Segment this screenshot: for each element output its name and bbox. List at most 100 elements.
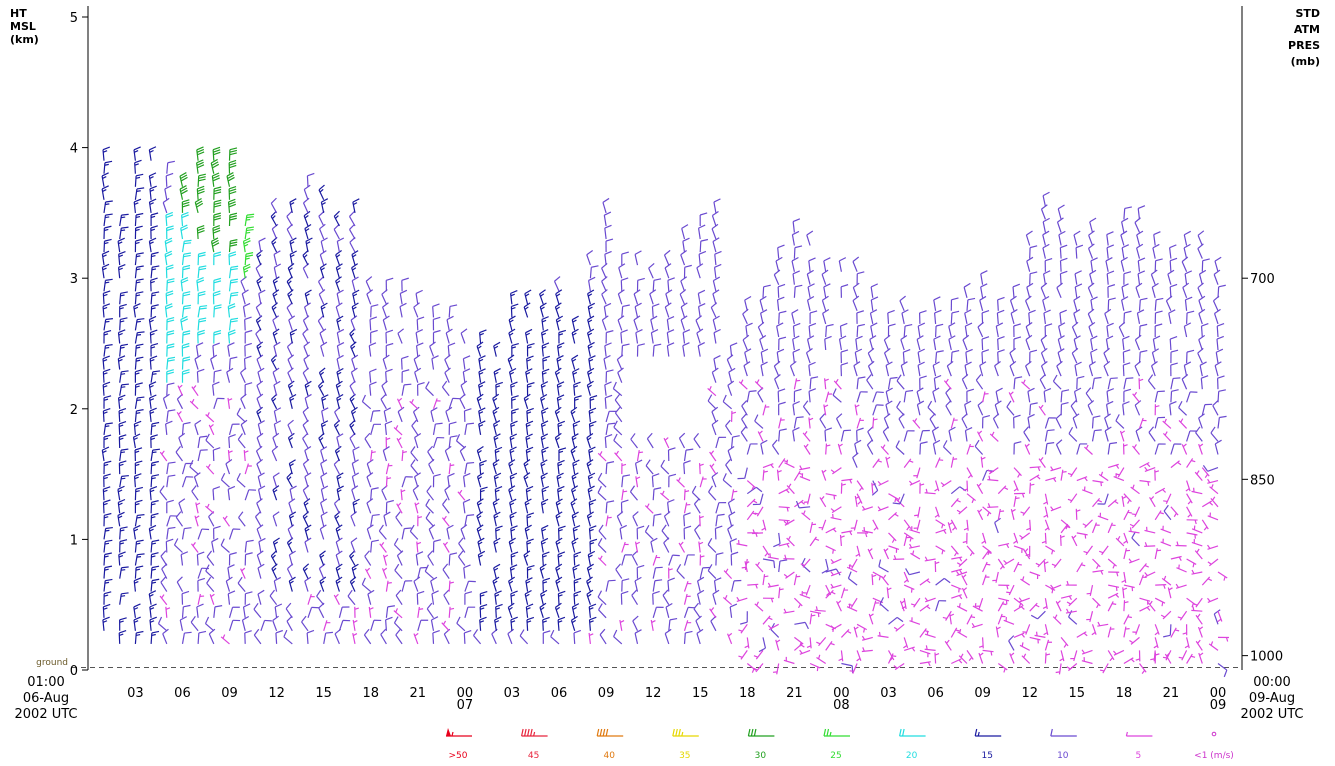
barb-full — [510, 381, 518, 386]
barb-staff — [825, 391, 830, 403]
barb-staff — [211, 175, 215, 187]
wind-barb — [680, 276, 688, 292]
barb-full — [871, 490, 879, 496]
barb-full — [807, 296, 815, 301]
barb-full — [412, 485, 420, 491]
wind-barb — [621, 489, 628, 501]
barb-staff — [762, 469, 765, 481]
wind-barb — [711, 419, 719, 436]
barb-staff — [227, 345, 231, 357]
barb-full — [711, 419, 719, 426]
barb-staff — [302, 489, 309, 501]
wind-barb — [149, 486, 158, 501]
wind-barb — [401, 580, 413, 592]
barb-staff — [854, 352, 858, 364]
barb-half — [646, 503, 650, 508]
wind-barb — [302, 406, 309, 423]
wind-barb — [740, 426, 748, 442]
wind-barb — [118, 407, 127, 422]
wind-barb — [460, 328, 468, 344]
barb-staff — [274, 606, 278, 618]
barb-staff — [255, 307, 262, 318]
barb-full — [196, 277, 204, 281]
wind-barb — [601, 276, 608, 292]
wind-barb — [754, 506, 764, 517]
barb-full — [304, 576, 312, 582]
wind-barb — [118, 434, 127, 449]
barb-staff — [368, 345, 372, 357]
barb-staff — [799, 506, 811, 509]
barb-full — [556, 472, 564, 477]
wind-barb — [413, 576, 421, 592]
wind-barb — [757, 321, 765, 338]
barb-full — [711, 223, 719, 230]
wind-barb — [774, 374, 781, 390]
barb-staff — [165, 423, 168, 435]
wind-barb — [335, 537, 343, 553]
x-tick-label: 21 — [1163, 686, 1180, 701]
barb-full — [212, 224, 220, 229]
wind-barb — [444, 367, 451, 383]
barb-full — [806, 230, 814, 236]
barb-full — [621, 578, 630, 582]
barb-half — [136, 255, 141, 258]
barb-staff — [631, 555, 639, 566]
barb-staff — [271, 568, 278, 579]
wind-barb — [697, 589, 705, 605]
barb-half — [731, 411, 737, 414]
wind-barb — [882, 426, 890, 442]
wind-barb — [424, 564, 434, 580]
barb-full — [320, 341, 328, 347]
wind-barb — [888, 511, 899, 521]
barb-staff — [442, 504, 450, 514]
barb-full — [667, 499, 675, 503]
wind-barb — [442, 498, 450, 514]
barb-staff — [444, 372, 450, 383]
wind-barb — [227, 485, 236, 501]
wind-barb — [335, 250, 342, 266]
barb-half — [830, 508, 835, 512]
barb-full — [614, 393, 621, 401]
wind-barb — [870, 322, 878, 338]
barb-full — [149, 407, 157, 412]
barb-staff — [272, 620, 278, 632]
wind-barb — [272, 432, 280, 449]
barb-full — [165, 240, 173, 245]
wind-barb — [385, 329, 394, 344]
barb-full — [168, 474, 176, 477]
barb-full — [133, 524, 141, 530]
wind-barb — [778, 417, 785, 429]
barb-full — [271, 236, 278, 243]
x-tick-label: 03 — [880, 686, 897, 701]
barb-staff — [150, 293, 153, 305]
wind-barb — [119, 303, 127, 318]
barb-full — [667, 342, 675, 347]
wind-barb — [270, 354, 278, 370]
wind-barb — [432, 473, 441, 488]
barb-full — [869, 335, 877, 340]
barb-full — [230, 320, 238, 323]
wind-barb — [161, 563, 168, 579]
barb-full — [554, 406, 562, 413]
barb-full — [152, 448, 161, 451]
barb-staff — [861, 649, 873, 653]
barb-full — [624, 554, 633, 556]
barb-half — [856, 657, 861, 662]
barb-staff — [652, 345, 655, 357]
barb-staff — [650, 319, 654, 331]
barb-half — [103, 306, 108, 310]
wind-barb — [604, 224, 612, 240]
barb-staff — [635, 476, 639, 488]
barb-half — [135, 241, 140, 245]
barb-full — [164, 250, 172, 255]
wind-barb — [213, 212, 222, 227]
wind-barb — [723, 568, 733, 580]
barb-staff — [242, 306, 246, 318]
barb-full — [182, 201, 190, 205]
barb-staff — [119, 345, 122, 357]
wind-barb — [631, 550, 639, 566]
barb-staff — [604, 436, 607, 449]
barb-full — [105, 200, 113, 203]
barb-full — [240, 367, 247, 374]
wind-barb — [285, 602, 293, 619]
